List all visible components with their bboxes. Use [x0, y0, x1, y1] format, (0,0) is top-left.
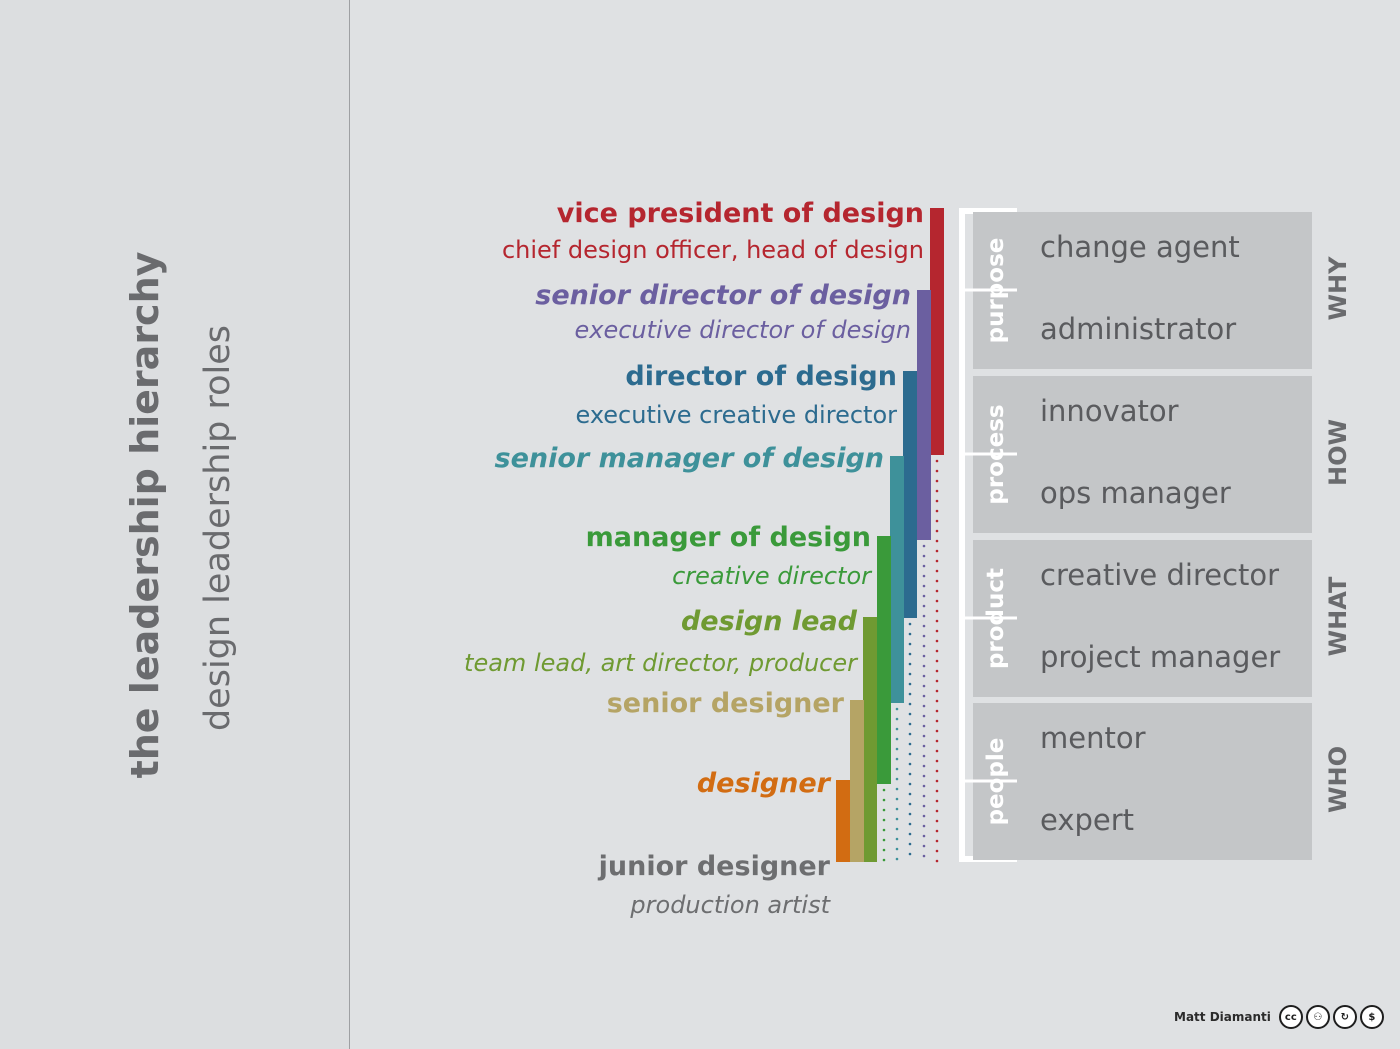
author-name: Matt Diamanti: [1174, 1010, 1271, 1024]
category-process: process innovator ops manager HOW: [959, 376, 1352, 533]
bracket-top: [959, 208, 1017, 214]
role-dotted-lines: [882, 459, 939, 864]
bracket-spine: [959, 208, 965, 862]
category-tick-people: [959, 779, 1017, 783]
role-alias-sr-director: executive director of design: [574, 316, 911, 344]
category-box-process: [973, 376, 1312, 533]
role-bar-manager: [877, 536, 891, 784]
category-label-purpose: purpose: [983, 238, 1009, 344]
category-role-people-1: mentor: [1040, 721, 1146, 755]
category-question-who: WHO: [1324, 746, 1352, 813]
sa-share-alike-icon: ↻: [1332, 1005, 1357, 1029]
category-label-process: process: [983, 404, 1009, 504]
role-bar-sr-director: [917, 290, 931, 540]
category-people: people mentor expert WHO: [959, 703, 1352, 860]
category-label-people: people: [983, 738, 1009, 826]
category-tick-process: [959, 452, 1017, 456]
category-question-how: HOW: [1324, 419, 1352, 486]
role-bar-director: [903, 371, 917, 618]
category-tick-product: [959, 616, 1017, 620]
role-bars: [836, 208, 944, 862]
category-role-product-2: project manager: [1040, 640, 1280, 674]
role-title-director: director of design: [625, 361, 897, 392]
category-box-purpose: [973, 212, 1312, 369]
category-role-process-2: ops manager: [1040, 476, 1231, 510]
role-bar-designer: [836, 780, 850, 862]
category-boxes: purpose change agent administrator WHY proce…: [959, 208, 1352, 862]
category-role-product-1: creative director: [1040, 558, 1279, 592]
category-role-people-2: expert: [1040, 803, 1134, 837]
role-alias-lead: team lead, art director, producer: [464, 649, 859, 677]
category-role-purpose-1: change agent: [1040, 230, 1240, 264]
category-purpose: purpose change agent administrator WHY: [959, 212, 1352, 369]
category-role-process-1: innovator: [1040, 394, 1179, 428]
role-alias-manager: creative director: [672, 562, 873, 590]
role-alias-vp: chief design officer, head of design: [502, 236, 924, 264]
category-box-people: [973, 703, 1312, 860]
category-box-product: [973, 540, 1312, 697]
role-bar-lead: [863, 617, 877, 862]
role-alias-director: executive creative director: [575, 401, 897, 429]
role-title-sr-designer: senior designer: [607, 688, 845, 719]
sidebar-panel: [0, 0, 349, 1049]
category-tick-purpose: [959, 288, 1017, 292]
role-alias-junior: production artist: [629, 891, 831, 919]
role-title-sr-director: senior director of design: [535, 280, 911, 311]
nc-noncommercial-icon: $: [1359, 1005, 1384, 1029]
license-icons: cc ⚇ ↻ $: [1278, 1005, 1384, 1029]
role-bar-sr-manager: [890, 456, 904, 703]
category-product: product creative director project manager W…: [959, 540, 1352, 697]
sidebar-divider: [349, 0, 350, 1049]
by-attribution-icon: ⚇: [1305, 1005, 1330, 1029]
role-title-lead: design lead: [681, 606, 858, 637]
role-labels: vice president of design chief design off…: [464, 198, 924, 919]
role-bar-vp: [930, 208, 944, 455]
category-question-what: WHAT: [1324, 576, 1352, 656]
role-bar-sr-designer: [850, 700, 864, 862]
category-question-why: WHY: [1324, 256, 1352, 321]
role-title-sr-manager: senior manager of design: [495, 443, 884, 474]
cc-icon: cc: [1278, 1005, 1303, 1029]
role-title-manager: manager of design: [586, 522, 871, 553]
credit-line: Matt Diamanti cc ⚇ ↻ $: [1174, 1003, 1384, 1031]
role-title-designer: designer: [697, 768, 832, 799]
role-title-vp: vice president of design: [557, 198, 924, 229]
category-label-product: product: [983, 568, 1009, 669]
category-role-purpose-2: administrator: [1040, 312, 1236, 346]
role-title-junior: junior designer: [598, 851, 831, 882]
